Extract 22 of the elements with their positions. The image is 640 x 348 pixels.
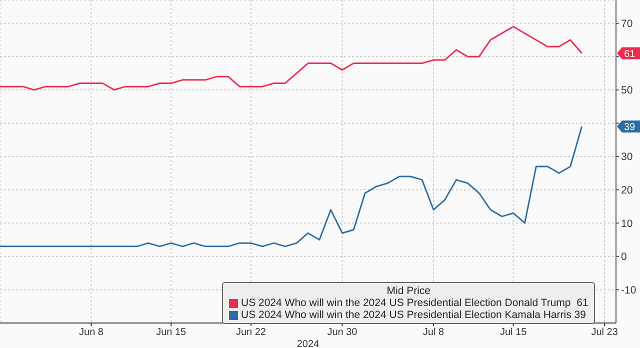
y-tick-label: 10 xyxy=(621,218,633,230)
text: 61 xyxy=(624,48,636,60)
x-tick-label: Jun 30 xyxy=(327,327,358,338)
y-tick-label: 20 xyxy=(621,184,633,197)
x-tick-label: Jun 15 xyxy=(156,327,187,338)
x-tick-label: Jul 15 xyxy=(500,327,528,338)
legend-title: Mid Price xyxy=(386,285,432,297)
x-tick-label: Jul 8 xyxy=(422,327,444,338)
legend-label: US 2024 Who will win the 2024 US Presidential Election Kamala Harris 39 xyxy=(241,309,586,321)
x-axis-title: 2024 xyxy=(296,339,320,348)
y-tick-label: 0 xyxy=(621,251,627,264)
line-series xyxy=(0,26,583,91)
y-tick-label: -10 xyxy=(621,284,636,296)
x-tick-label: Jun 22 xyxy=(236,327,266,338)
line-series xyxy=(0,126,583,248)
y-tick-label: 50 xyxy=(621,84,633,97)
y-tick-label: 30 xyxy=(621,151,633,164)
text: 39 xyxy=(624,122,636,134)
x-tick-label: Jun 8 xyxy=(79,327,104,338)
legend-label: US 2024 Who will win the 2024 US Presidential Election Donald Trump 61 xyxy=(241,297,588,309)
x-tick-label: Jul 23 xyxy=(591,327,618,338)
y-tick-label: 70 xyxy=(621,18,633,30)
